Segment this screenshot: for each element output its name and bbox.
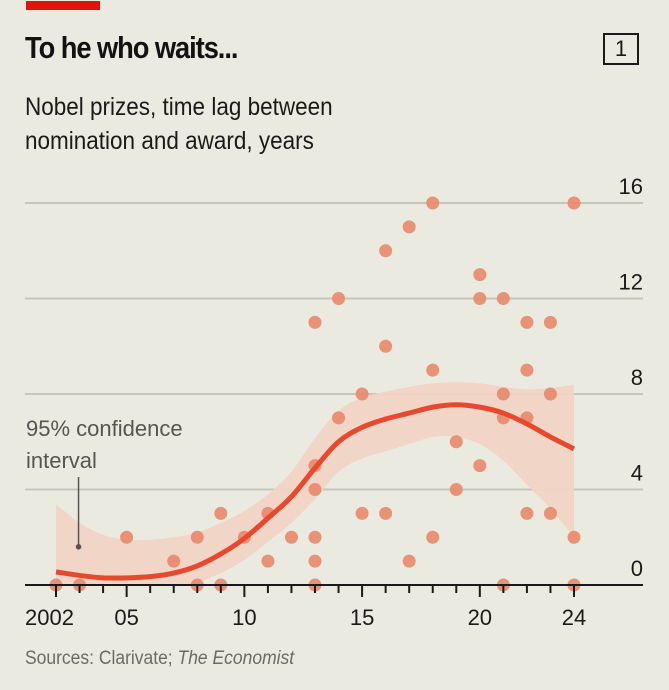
data-point [402, 554, 416, 568]
data-point [496, 387, 510, 401]
x-tick-label: 15 [350, 605, 374, 630]
data-point [426, 363, 440, 377]
brand-red-tag [26, 1, 100, 10]
data-point [449, 435, 463, 449]
data-point [543, 506, 557, 520]
chart-subtitle: Nobel prizes, time lag between nominatio… [25, 90, 333, 158]
data-point [473, 459, 487, 473]
confidence-annotation: 95% confidence interval [26, 416, 183, 550]
source-prefix: Sources: Clarivate; [25, 648, 178, 669]
data-point [308, 483, 322, 496]
data-point [332, 292, 346, 305]
data-point [284, 530, 298, 544]
data-point [402, 220, 416, 234]
data-point [473, 268, 487, 282]
data-point [308, 530, 322, 544]
annotation-text-line-1: 95% confidence [26, 416, 183, 441]
x-axis: 2002 05 10 15 20 24 [25, 584, 643, 630]
annotation-leader-dot [75, 544, 82, 550]
data-point [520, 506, 534, 520]
data-point [473, 292, 487, 305]
data-point [190, 530, 204, 544]
data-point [567, 196, 581, 210]
y-tick-label: 8 [631, 365, 643, 390]
data-point [332, 411, 346, 425]
data-point [379, 506, 393, 520]
x-tick-label: 2002 [25, 605, 74, 630]
y-tick-label: 12 [619, 270, 643, 295]
x-tick-label: 20 [468, 605, 492, 630]
chart-number-badge: 1 [603, 33, 639, 65]
data-point [496, 292, 510, 305]
y-tick-label: 0 [631, 556, 643, 581]
data-point [449, 483, 463, 496]
data-point [426, 196, 440, 210]
data-point [308, 315, 322, 329]
chart-title: To he who waits... [25, 30, 238, 65]
scatter-points [49, 196, 581, 592]
source-italic: The Economist [177, 648, 295, 669]
data-point [379, 339, 393, 353]
data-point [520, 363, 534, 377]
data-point [308, 554, 322, 568]
subtitle-line-1: Nobel prizes, time lag between [25, 93, 333, 121]
data-point [379, 244, 393, 258]
data-point [426, 530, 440, 544]
trend-line-group [55, 402, 576, 581]
annotation-text-line-2: interval [26, 448, 97, 473]
data-point [214, 506, 228, 520]
x-tick-label: 05 [114, 605, 138, 630]
data-point [355, 387, 369, 401]
trend-line [55, 402, 576, 581]
data-point [520, 315, 534, 329]
data-point [543, 315, 557, 329]
y-tick-label: 4 [631, 461, 643, 486]
x-tick-label: 10 [232, 605, 256, 630]
data-point [167, 554, 181, 568]
x-tick-label: 24 [562, 605, 586, 630]
data-point [120, 530, 134, 544]
data-point [543, 387, 557, 401]
data-point [261, 554, 275, 568]
source-note: Sources: Clarivate; The Economist [25, 648, 294, 670]
subtitle-line-2: nomination and award, years [25, 127, 314, 155]
data-point [355, 506, 369, 520]
data-point [567, 530, 581, 544]
gridlines: 0 4 8 12 16 [25, 174, 643, 581]
y-tick-label: 16 [619, 174, 643, 199]
